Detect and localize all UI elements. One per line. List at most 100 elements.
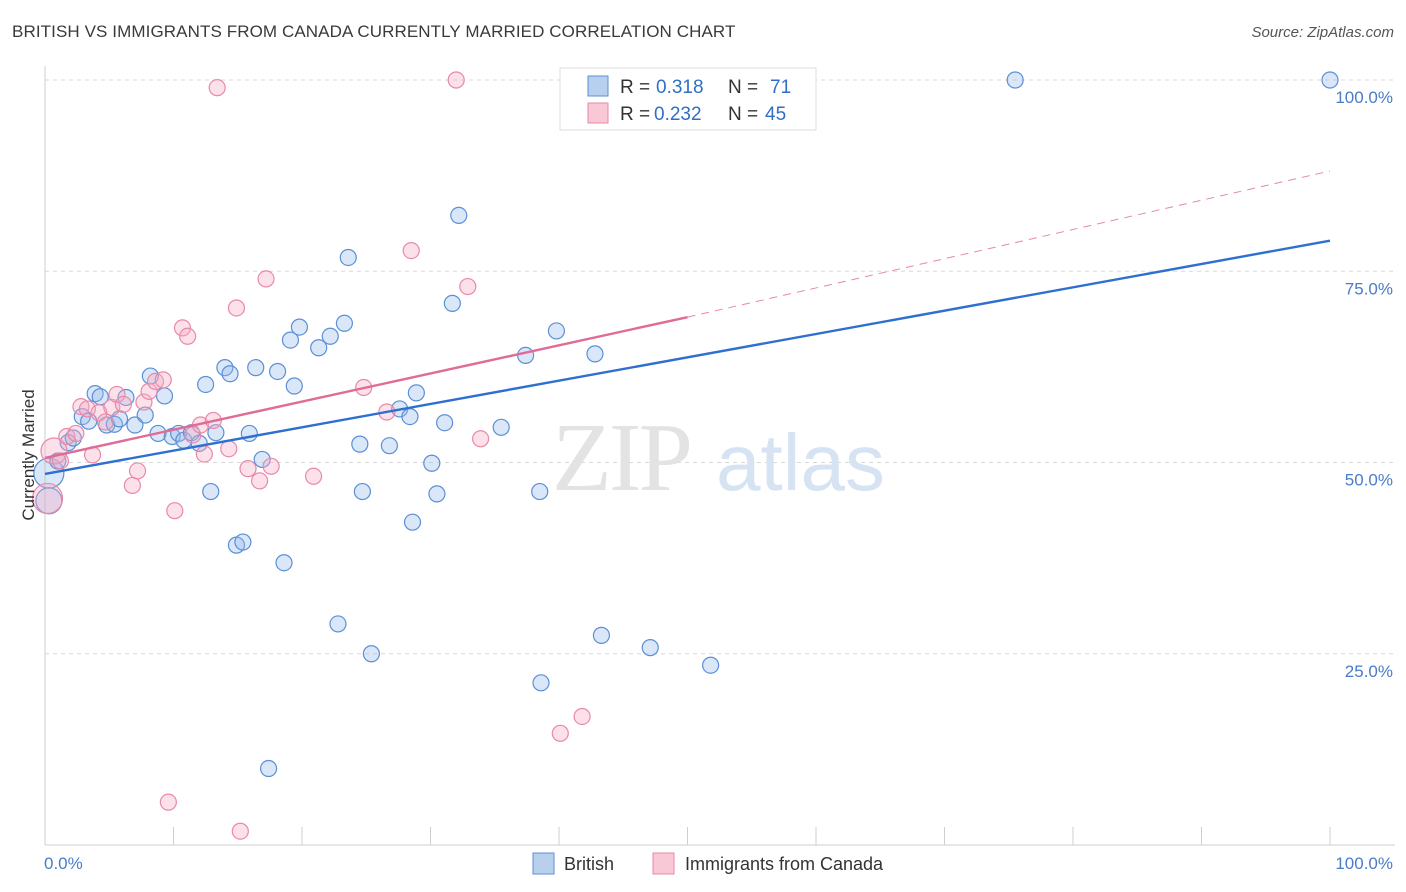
canada-point (108, 385, 126, 404)
canada-point (472, 430, 490, 448)
british-point (401, 408, 419, 426)
british-point (516, 346, 535, 364)
canada-point (402, 241, 420, 260)
canada-point (257, 270, 275, 288)
canada-point (262, 457, 280, 475)
british-point (321, 327, 339, 345)
canada-point (128, 462, 147, 480)
legend-r-label-canada: R = (620, 104, 650, 125)
british-point (275, 554, 293, 572)
canada-point (166, 502, 184, 520)
canada-point (220, 440, 238, 458)
y-axis-label: Currently Married (19, 389, 38, 520)
axes (44, 66, 1395, 846)
canada-point (140, 382, 158, 400)
british-point (428, 485, 446, 503)
british-point (285, 377, 303, 395)
series-label-canada: Immigrants from Canada (685, 854, 884, 874)
legend-n-label-canada: N = (728, 104, 758, 125)
legend-n-label-british: N = (728, 77, 758, 98)
canada-point (123, 476, 141, 495)
canada-point (67, 424, 85, 443)
british-point (450, 206, 468, 225)
canada-point (159, 793, 177, 811)
british-point (253, 450, 271, 469)
british-point (353, 482, 371, 501)
stats-legend: R = 0.318 N = 71 R = 0.232 N = 45 (559, 67, 817, 131)
canada-trend-line (44, 315, 688, 460)
legend-r-british: 0.318 (656, 77, 704, 98)
canada-point (96, 413, 114, 431)
canada-points (31, 71, 659, 840)
x-tick-label: 0.0% (44, 854, 83, 873)
british-point (436, 414, 454, 432)
british-point (310, 339, 328, 357)
x-tick-labels: 0.0% 100.0% (44, 854, 1393, 873)
canada-point (239, 460, 257, 478)
canada-point (179, 327, 197, 345)
british-point (259, 759, 278, 778)
british-point (268, 362, 287, 381)
canada-trend-extension (687, 170, 1331, 318)
british-point (592, 626, 611, 644)
legend-r-label-british: R = (620, 77, 650, 98)
legend-r-canada: 0.232 (654, 104, 702, 125)
canada-point (58, 427, 76, 446)
canada-point (551, 724, 569, 742)
chart-title: BRITISH VS IMMIGRANTS FROM CANADA CURREN… (12, 22, 736, 41)
watermark-zip: ZIP (552, 404, 690, 512)
british-point (443, 294, 461, 312)
british-point (586, 345, 604, 363)
canada-point (573, 707, 591, 726)
legend-n-british: 71 (770, 77, 791, 98)
canada-point (195, 445, 213, 463)
y-tick-label: 100.0% (1335, 88, 1393, 107)
british-point (202, 482, 220, 501)
trend-lines (44, 170, 1331, 476)
british-point (329, 615, 347, 633)
canada-point (31, 482, 64, 515)
british-point (126, 416, 144, 434)
british-point (64, 429, 82, 447)
chart-source: Source: ZipAtlas.com (1251, 24, 1394, 41)
british-point (423, 454, 441, 472)
legend-swatch-canada (587, 102, 609, 124)
canada-point (154, 371, 172, 389)
canada-point (135, 393, 153, 411)
canada-point (90, 404, 108, 422)
british-point (290, 318, 309, 336)
british-point (281, 331, 300, 349)
british-point (641, 639, 659, 657)
canada-point (447, 71, 465, 89)
british-point (197, 375, 215, 394)
y-tick-label: 25.0% (1345, 662, 1393, 681)
legend-swatch-british (587, 75, 609, 97)
british-point (531, 482, 549, 501)
canada-point (459, 277, 477, 296)
canada-point (51, 452, 70, 470)
y-tick-label: 50.0% (1345, 471, 1393, 490)
y-tick-labels: 25.0% 50.0% 75.0% 100.0% (1335, 88, 1393, 681)
canada-point (173, 319, 192, 337)
british-point (547, 322, 566, 340)
british-point (702, 656, 720, 674)
british-point (1006, 71, 1024, 89)
british-point (86, 385, 104, 403)
canada-point (250, 472, 269, 490)
british-point (532, 674, 550, 692)
british-point (351, 435, 369, 453)
x-tick-label: 100.0% (1335, 854, 1393, 873)
british-point (155, 387, 174, 405)
canada-point (208, 79, 226, 97)
canada-point (231, 822, 249, 840)
watermark: ZIP atlas (552, 404, 885, 512)
british-point (335, 314, 354, 332)
legend-n-canada: 45 (765, 104, 786, 125)
british-point (407, 384, 425, 402)
british-points (33, 71, 1339, 778)
british-point (380, 437, 398, 455)
series-label-british: British (564, 854, 614, 874)
british-point (136, 406, 154, 424)
british-point (1321, 71, 1339, 89)
